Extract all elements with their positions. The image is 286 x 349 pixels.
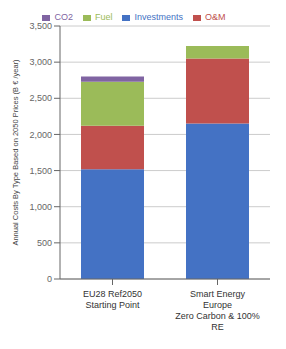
html-text:Investments: Investments xyxy=(134,12,183,22)
svg-text:500: 500 xyxy=(37,238,52,248)
svg-text:3,500: 3,500 xyxy=(29,21,52,31)
svg-text:1,000: 1,000 xyxy=(29,202,52,212)
svg-text:3,000: 3,000 xyxy=(29,57,52,67)
svg-text:Smart EnergyEuropeZero Carbon: Smart EnergyEuropeZero Carbon & 100%RE xyxy=(175,289,260,332)
html-text:CO2: CO2 xyxy=(54,12,73,22)
svg-text:0: 0 xyxy=(47,274,52,284)
svg-text:Annual Costs By Type Based on: Annual Costs By Type Based on 2050 Price… xyxy=(11,59,20,246)
svg-text:2,000: 2,000 xyxy=(29,130,52,140)
svg-text:1,500: 1,500 xyxy=(29,166,52,176)
html-text:O&M: O&M xyxy=(205,12,226,22)
svg-text:EU28 Ref2050Starting Point: EU28 Ref2050Starting Point xyxy=(83,289,142,310)
svg-text:2,500: 2,500 xyxy=(29,93,52,103)
html-text:Fuel: Fuel xyxy=(95,12,113,22)
